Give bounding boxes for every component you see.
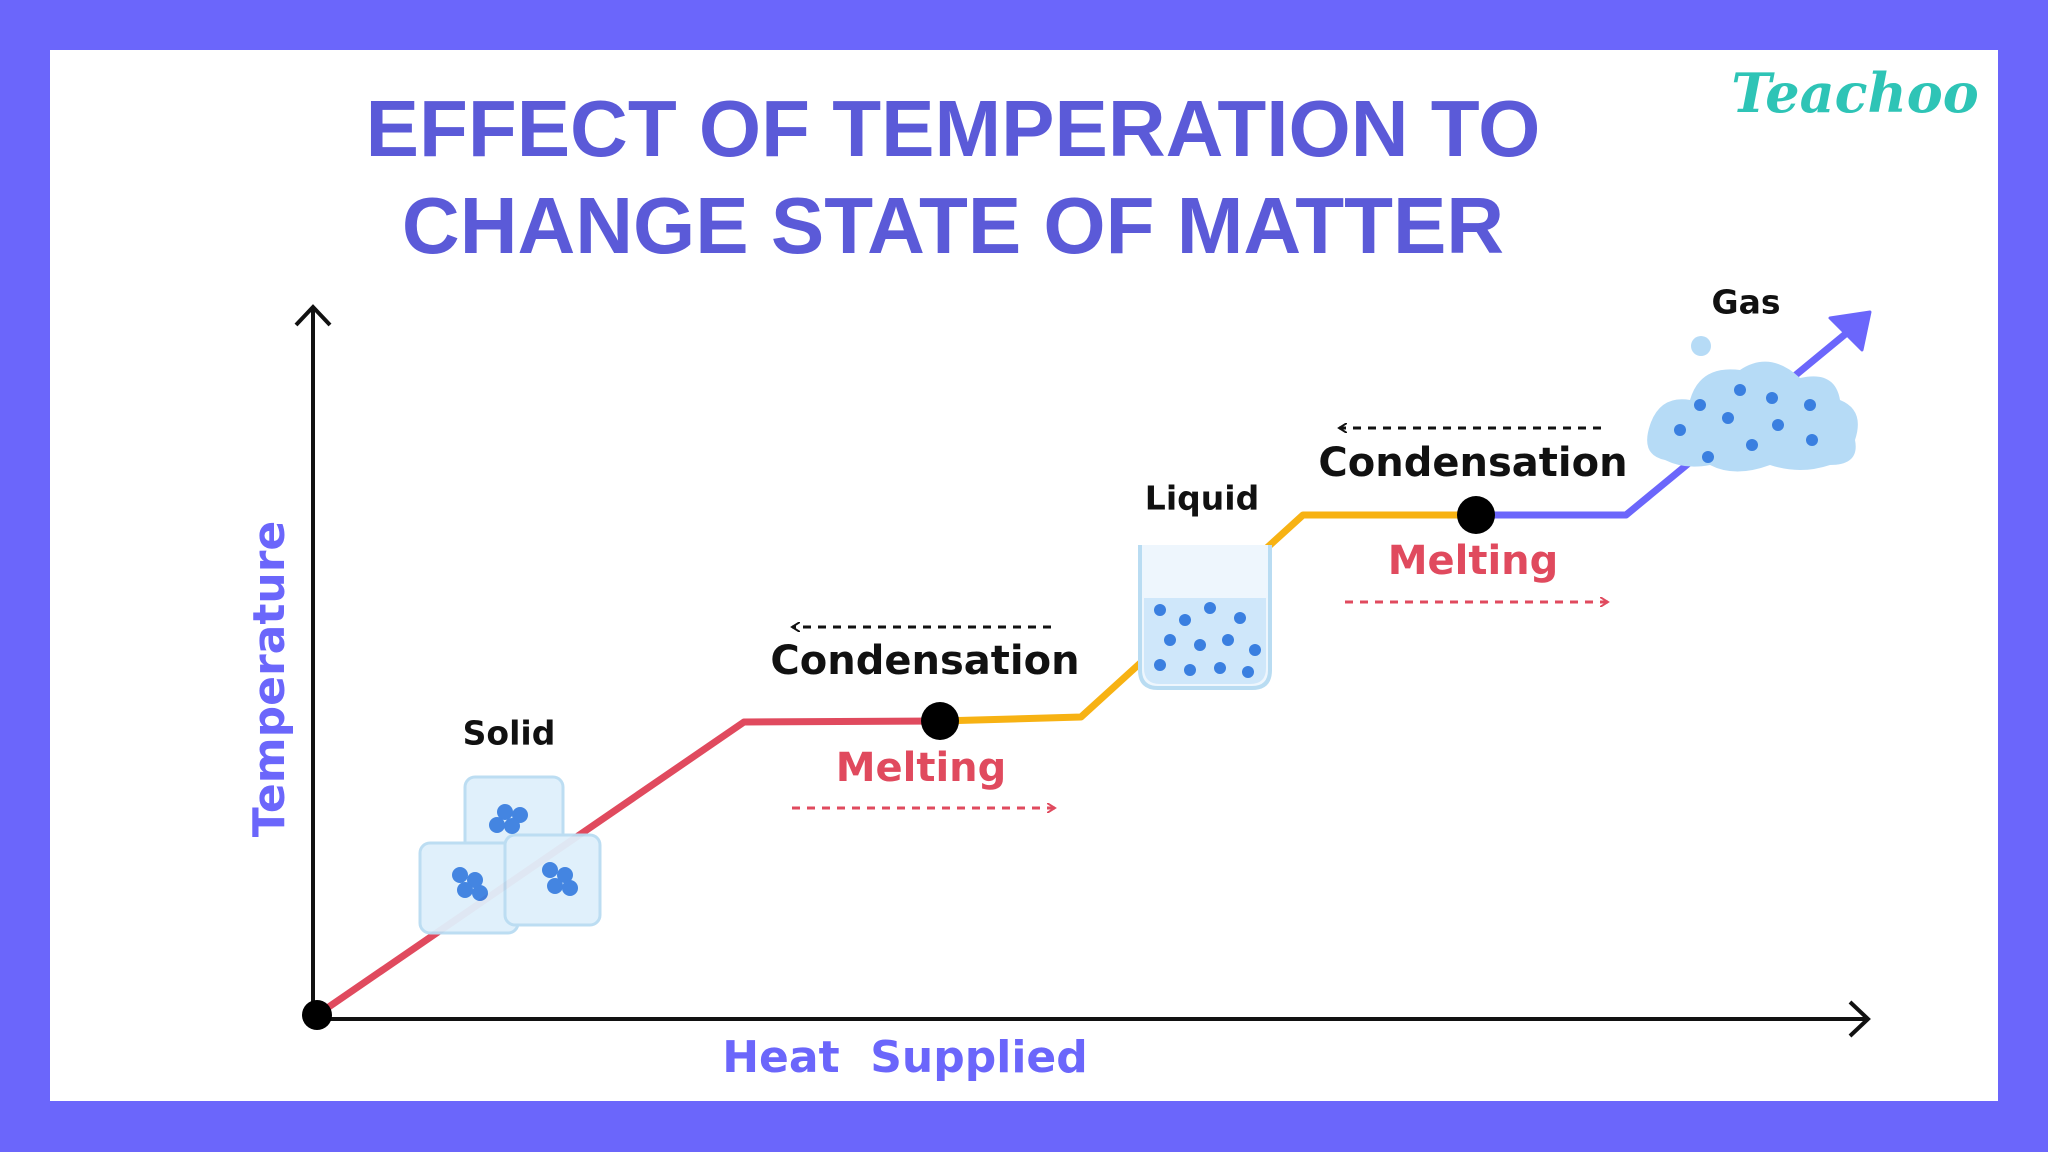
cloud-icon <box>1647 336 1858 472</box>
state-label: Solid <box>463 714 556 753</box>
title-line: CHANGE STATE OF MATTER <box>402 181 1504 270</box>
beaker-icon <box>1138 545 1272 690</box>
points <box>302 496 1495 1030</box>
ice-icon <box>418 775 602 935</box>
axes <box>294 304 1871 1038</box>
state-label: Liquid <box>1145 479 1259 518</box>
process-label: Melting <box>836 745 1007 791</box>
x-axis-label: Heat Supplied <box>722 1032 1088 1083</box>
canvas <box>50 50 1998 1101</box>
y-axis-label: Temperature <box>244 521 295 838</box>
process-label: Condensation <box>770 638 1079 684</box>
process-label: Condensation <box>1318 440 1627 486</box>
process-label: Melting <box>1388 538 1559 584</box>
state-label: Gas <box>1712 283 1781 322</box>
title-line: EFFECT OF TEMPERATION TO <box>366 84 1541 173</box>
brand: Teachoo <box>1731 61 1979 125</box>
transition-arrows <box>792 428 1608 808</box>
